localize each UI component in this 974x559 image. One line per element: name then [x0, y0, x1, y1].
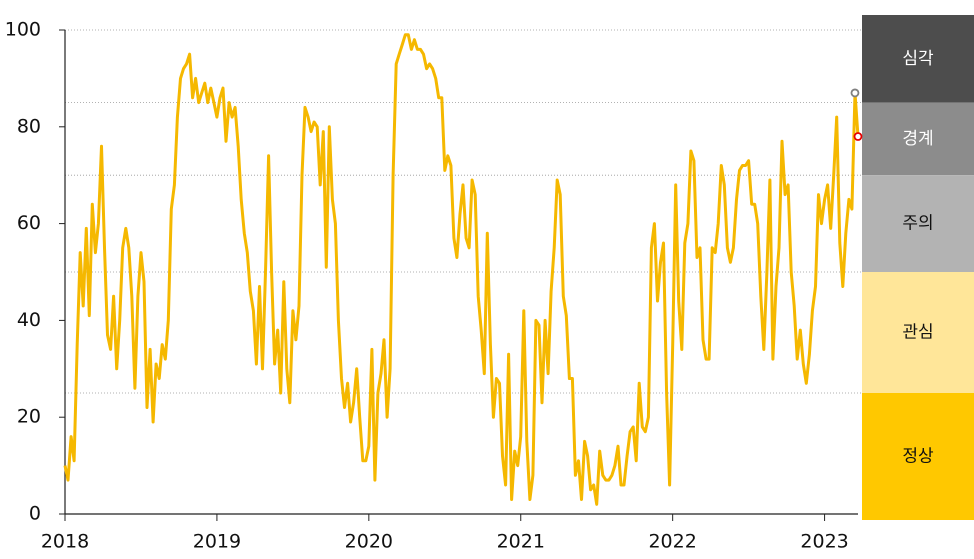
y-tick-label: 40: [17, 309, 41, 331]
data-line: [63, 33, 860, 506]
y-tick-label: 60: [17, 212, 41, 234]
x-tick-label: 2021: [497, 531, 545, 553]
zone-band: [862, 393, 974, 520]
end-marker: [850, 88, 860, 98]
x-tick-label: 2022: [648, 531, 696, 553]
y-tick-label: 100: [5, 19, 41, 41]
y-tick-label: 0: [29, 503, 41, 525]
y-tick-label: 20: [17, 406, 41, 428]
zone-label: 정상: [902, 447, 934, 467]
zone-label: 관심: [902, 323, 933, 343]
zone-label: 경계: [902, 129, 933, 149]
x-tick-label: 2019: [193, 531, 241, 553]
zone-band: [862, 15, 974, 103]
zone-label: 심각: [902, 49, 934, 69]
zone-band: [862, 272, 974, 393]
end-marker: [853, 132, 863, 141]
x-tick-label: 2020: [345, 531, 393, 553]
zone-band: [862, 102, 974, 176]
zone-label: 주의: [902, 214, 933, 234]
x-tick-label: 2023: [800, 531, 848, 553]
x-tick-label: 2018: [41, 531, 89, 553]
y-tick-label: 80: [17, 115, 41, 137]
zone-band: [862, 175, 974, 272]
